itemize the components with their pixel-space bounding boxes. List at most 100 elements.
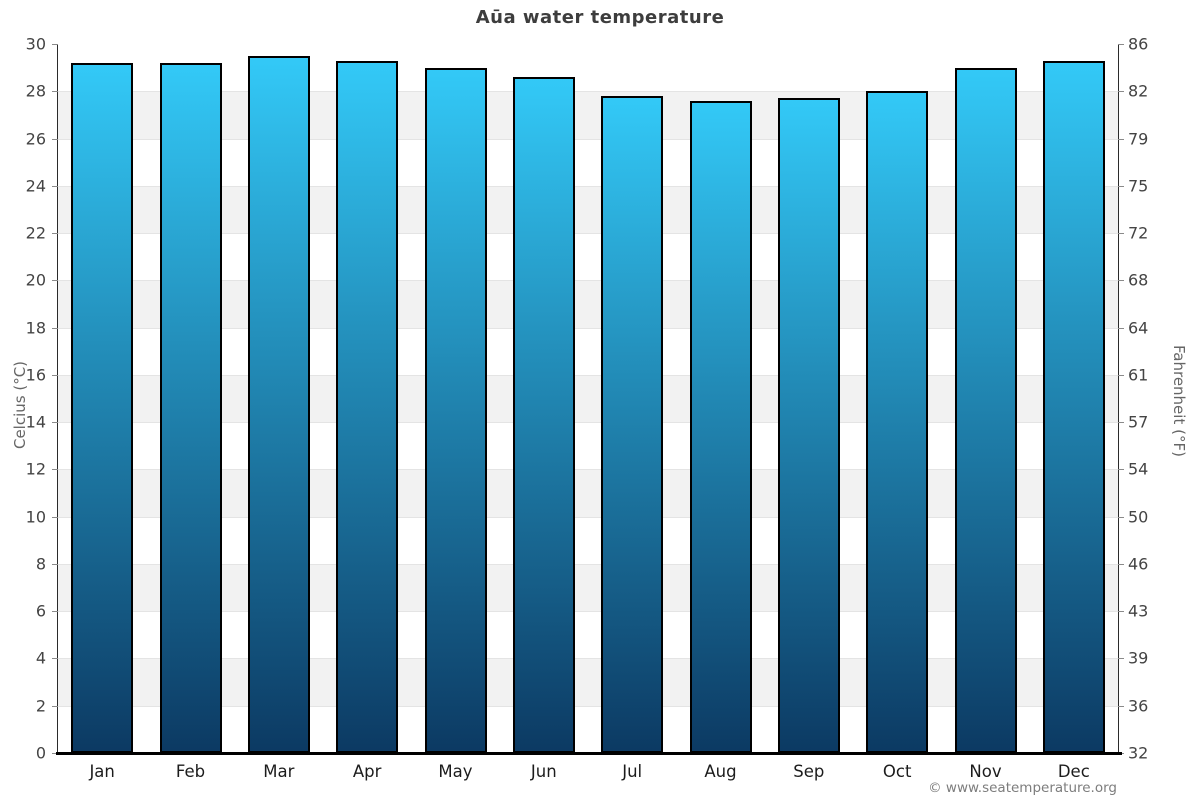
tick-mark-fahrenheit	[1118, 374, 1124, 376]
gridline	[58, 516, 1118, 518]
tick-label-fahrenheit-32: 32	[1128, 743, 1149, 763]
x-tick-aug: Aug	[704, 762, 737, 781]
x-tick-jun: Jun	[530, 762, 557, 781]
tick-mark-fahrenheit	[1118, 516, 1124, 518]
background-band	[58, 91, 1118, 139]
gridline	[58, 91, 1118, 93]
gridline	[58, 280, 1118, 282]
attribution: © www.seatemperature.org	[928, 780, 1117, 796]
tick-mark-fahrenheit	[1118, 44, 1124, 45]
tick-mark-celsius	[52, 658, 58, 660]
tick-mark-celsius	[52, 280, 58, 282]
background-band	[58, 516, 1118, 564]
gridline	[58, 233, 1118, 235]
x-tick-oct: Oct	[882, 762, 912, 781]
tick-mark-celsius	[52, 516, 58, 518]
background-band	[58, 138, 1118, 186]
tick-mark-celsius	[52, 91, 58, 93]
background-band	[58, 705, 1118, 753]
plot-area	[58, 44, 1118, 753]
tick-mark-celsius	[52, 233, 58, 235]
gridline	[58, 138, 1118, 140]
tick-label-celsius-22: 22	[25, 223, 46, 243]
y-axis-line-left	[57, 44, 58, 754]
tick-label-celsius-12: 12	[25, 459, 46, 479]
tick-label-fahrenheit-79: 79	[1128, 129, 1149, 149]
tick-mark-fahrenheit	[1118, 563, 1124, 565]
bar-aug	[689, 100, 752, 753]
tick-label-fahrenheit-54: 54	[1128, 459, 1149, 479]
tick-mark-celsius	[52, 563, 58, 565]
background-band	[58, 658, 1118, 706]
background-band	[58, 327, 1118, 375]
tick-mark-fahrenheit	[1118, 91, 1124, 93]
tick-label-fahrenheit-64: 64	[1128, 318, 1149, 338]
bar-sep	[777, 98, 840, 753]
background-band	[58, 422, 1118, 470]
tick-label-fahrenheit-61: 61	[1128, 365, 1149, 385]
tick-label-celsius-16: 16	[25, 365, 46, 385]
background-band	[58, 185, 1118, 234]
tick-mark-celsius	[52, 469, 58, 471]
tick-mark-fahrenheit	[1118, 469, 1124, 471]
tick-label-fahrenheit-72: 72	[1128, 223, 1149, 243]
x-tick-dec: Dec	[1057, 762, 1090, 781]
x-tick-jul: Jul	[622, 762, 643, 781]
bar-may	[424, 67, 487, 753]
background-band	[58, 280, 1118, 328]
background-band	[58, 44, 1118, 92]
tick-label-fahrenheit-50: 50	[1128, 507, 1149, 527]
tick-mark-celsius	[52, 185, 58, 187]
tick-label-celsius-26: 26	[25, 129, 46, 149]
gridline	[58, 469, 1118, 471]
bar-feb	[159, 62, 222, 753]
bar-jun	[512, 77, 575, 753]
tick-label-celsius-0: 0	[35, 743, 46, 763]
tick-label-fahrenheit-46: 46	[1128, 554, 1149, 574]
x-tick-feb: Feb	[175, 762, 206, 781]
tick-mark-celsius	[52, 44, 58, 45]
y-axis-label-fahrenheit: Fahrenheit (°F)	[1170, 345, 1188, 457]
tick-label-celsius-6: 6	[35, 601, 46, 621]
tick-label-celsius-2: 2	[35, 696, 46, 716]
background-band	[58, 374, 1118, 423]
tick-mark-celsius	[52, 611, 58, 613]
tick-label-fahrenheit-82: 82	[1128, 81, 1149, 101]
x-tick-may: May	[438, 762, 473, 781]
tick-mark-celsius	[52, 705, 58, 707]
tick-mark-celsius	[52, 374, 58, 376]
background-band	[58, 563, 1118, 612]
bar-jan	[71, 62, 134, 753]
tick-mark-celsius	[52, 138, 58, 140]
gridline	[58, 611, 1118, 613]
bar-jul	[601, 95, 664, 753]
tick-label-celsius-28: 28	[25, 81, 46, 101]
chart-title: Aūa water temperature	[475, 7, 725, 28]
tick-label-celsius-30: 30	[25, 34, 46, 54]
tick-mark-fahrenheit	[1118, 185, 1124, 187]
tick-mark-fahrenheit	[1118, 422, 1124, 424]
y-axis-line-right	[1118, 44, 1119, 754]
x-tick-apr: Apr	[352, 762, 382, 781]
tick-mark-fahrenheit	[1118, 280, 1124, 282]
gridline	[58, 374, 1118, 376]
gridline	[58, 185, 1118, 187]
bar-nov	[954, 67, 1017, 753]
x-tick-sep: Sep	[793, 762, 825, 781]
x-tick-mar: Mar	[263, 762, 295, 781]
tick-label-celsius-4: 4	[35, 648, 46, 668]
gridline	[58, 422, 1118, 424]
tick-mark-fahrenheit	[1118, 611, 1124, 613]
x-tick-jan: Jan	[89, 762, 115, 781]
tick-label-celsius-8: 8	[35, 554, 46, 574]
bar-dec	[1042, 60, 1105, 753]
tick-mark-fahrenheit	[1118, 138, 1124, 140]
tick-mark-celsius	[52, 422, 58, 424]
tick-mark-fahrenheit	[1118, 233, 1124, 235]
tick-mark-fahrenheit	[1118, 658, 1124, 660]
gridline	[58, 658, 1118, 660]
tick-label-fahrenheit-57: 57	[1128, 412, 1149, 432]
gridline	[58, 705, 1118, 707]
tick-label-fahrenheit-68: 68	[1128, 270, 1149, 290]
